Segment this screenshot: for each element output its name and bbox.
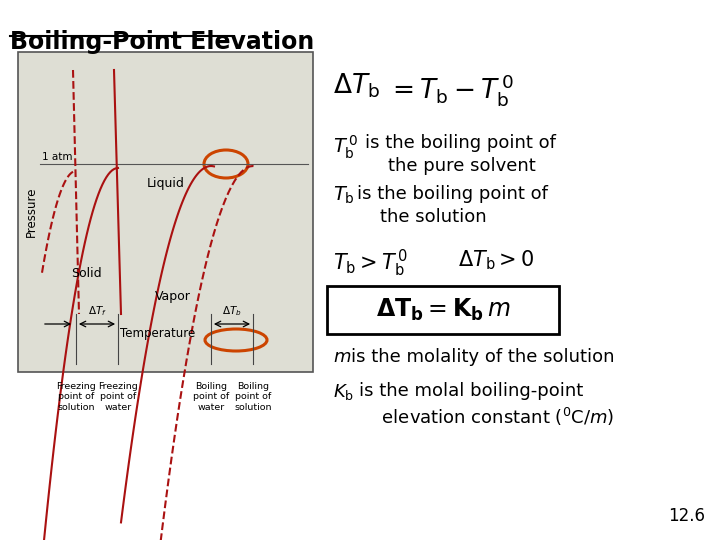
Text: elevation constant ($^0$C/$\mathit{m}$): elevation constant ($^0$C/$\mathit{m}$): [359, 406, 614, 428]
Text: $K_\mathrm{b}$: $K_\mathrm{b}$: [333, 382, 354, 402]
Text: $= T_\mathrm{b} - T_\mathrm{b}^{\,0}$: $= T_\mathrm{b} - T_\mathrm{b}^{\,0}$: [387, 72, 514, 108]
Text: the solution: the solution: [357, 208, 487, 226]
Text: 12.6: 12.6: [668, 507, 705, 525]
Text: Freezing
point of
solution: Freezing point of solution: [56, 382, 96, 412]
Text: $\Delta T_\mathrm{b} > 0$: $\Delta T_\mathrm{b} > 0$: [458, 248, 534, 272]
FancyBboxPatch shape: [327, 286, 559, 334]
Text: Liquid: Liquid: [147, 177, 185, 190]
Text: $\mathit{m}$: $\mathit{m}$: [333, 348, 351, 366]
Text: $T_\mathrm{b} > T_\mathrm{b}^{\,0}$: $T_\mathrm{b} > T_\mathrm{b}^{\,0}$: [333, 248, 408, 279]
Text: $\Delta T_f$: $\Delta T_f$: [88, 304, 107, 318]
Text: $T_\mathrm{b}$: $T_\mathrm{b}$: [333, 185, 355, 206]
Text: Boiling
point of
solution: Boiling point of solution: [234, 382, 271, 412]
Text: $\Delta T_b$: $\Delta T_b$: [222, 304, 242, 318]
Text: the pure solvent: the pure solvent: [365, 157, 536, 175]
Text: Temperature: Temperature: [120, 327, 196, 340]
Text: is the boiling point of: is the boiling point of: [357, 185, 548, 203]
Text: is the boiling point of: is the boiling point of: [365, 134, 556, 152]
FancyBboxPatch shape: [18, 52, 313, 372]
Text: Solid: Solid: [71, 267, 102, 280]
Text: is the molal boiling-point: is the molal boiling-point: [359, 382, 583, 400]
Text: $\mathbf{\Delta} \mathbf{T_b} = \mathbf{K_b}\, \mathit{m}$: $\mathbf{\Delta} \mathbf{T_b} = \mathbf{…: [376, 297, 510, 323]
Text: Boiling-Point Elevation: Boiling-Point Elevation: [10, 30, 314, 54]
Text: is the molality of the solution: is the molality of the solution: [351, 348, 614, 366]
Text: Freezing
point of
water: Freezing point of water: [98, 382, 138, 412]
Text: Boiling
point of
water: Boiling point of water: [193, 382, 229, 412]
Text: Pressure: Pressure: [24, 187, 37, 237]
Text: $T_\mathrm{b}^{\,0}$: $T_\mathrm{b}^{\,0}$: [333, 134, 358, 161]
Text: Vapor: Vapor: [155, 290, 191, 303]
Text: 1 atm: 1 atm: [42, 152, 73, 162]
Text: $\Delta T_\mathrm{b}$: $\Delta T_\mathrm{b}$: [333, 72, 380, 100]
